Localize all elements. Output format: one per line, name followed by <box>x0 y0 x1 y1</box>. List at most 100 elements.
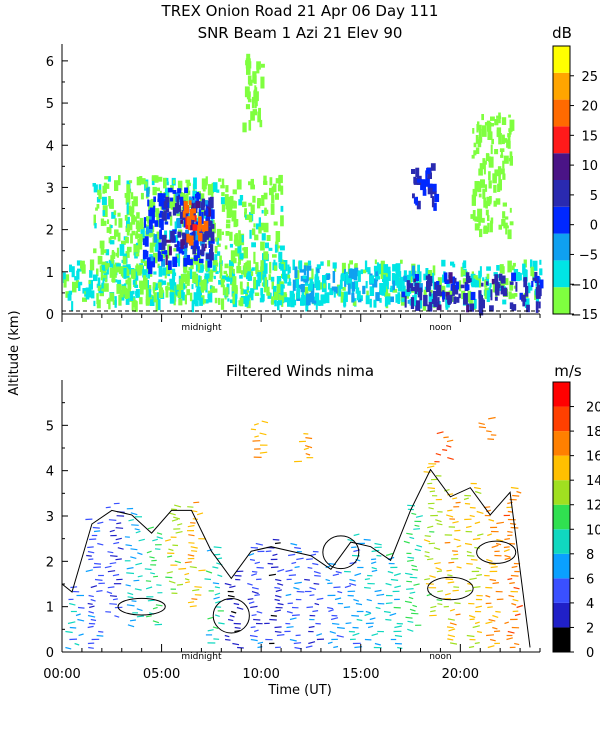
snr-cell <box>422 189 427 196</box>
wind-barb <box>376 593 385 597</box>
snr-cell <box>121 285 127 295</box>
wind-contour <box>61 468 531 648</box>
snr-cell <box>159 210 163 215</box>
snr-cell <box>410 286 416 292</box>
snr-cell <box>268 274 271 281</box>
snr-cell <box>474 216 478 222</box>
snr-cell <box>224 263 229 269</box>
snr-cell <box>269 187 274 196</box>
snr-cell <box>92 183 96 187</box>
wind-barb <box>448 628 456 632</box>
snr-cell <box>401 298 405 303</box>
snr-cell <box>485 281 489 286</box>
snr-cell <box>403 270 407 278</box>
snr-cell <box>487 122 492 132</box>
wind-barb <box>352 632 360 637</box>
snr-cell <box>263 251 269 260</box>
wind-barb <box>155 604 163 607</box>
snr-cell <box>379 263 385 275</box>
snr-cell <box>365 281 368 289</box>
wind-barb <box>296 590 305 593</box>
wind-barb <box>248 601 255 605</box>
wind-barb <box>251 590 259 595</box>
wind-barb <box>488 416 496 420</box>
snr-cell <box>450 284 454 291</box>
snr-cell <box>342 287 346 291</box>
snr-cell <box>484 280 487 288</box>
wind-barb <box>446 439 454 443</box>
wind-barb <box>136 615 144 618</box>
wind-barb <box>225 638 231 641</box>
wind-barb <box>486 430 492 433</box>
snr-cell <box>433 301 439 307</box>
snr-cell <box>178 298 183 306</box>
snr-cell <box>479 219 484 223</box>
wind-barb <box>344 585 352 589</box>
snr-cell <box>437 297 440 307</box>
snr-cell <box>280 284 284 296</box>
snr-cell <box>85 287 90 300</box>
snr-cell <box>329 287 334 296</box>
snr-cell <box>374 259 377 265</box>
snr-cell <box>283 273 288 281</box>
snr-cell <box>213 275 216 280</box>
snr-cell <box>278 251 283 263</box>
snr-cell <box>237 244 242 254</box>
snr-cell <box>207 206 212 217</box>
snr-cell <box>344 269 346 274</box>
wind-barb <box>274 586 281 589</box>
snr-cell <box>133 243 137 256</box>
snr-colorbar-tick-label: 25 <box>581 70 598 85</box>
snr-cell <box>130 271 135 277</box>
snr-cell <box>238 300 242 306</box>
wind-barb <box>446 445 452 448</box>
snr-cell <box>177 286 182 298</box>
snr-cell <box>534 275 540 283</box>
snr-cell <box>166 282 171 286</box>
wind-barb <box>205 570 213 574</box>
wind-barb <box>229 585 236 589</box>
snr-cell <box>357 290 360 301</box>
wind-barb <box>503 546 510 549</box>
wind-barb <box>294 546 301 550</box>
wind-barb <box>166 571 173 574</box>
snr-cell <box>124 287 128 295</box>
snr-cell <box>380 290 384 296</box>
snr-cell <box>234 248 240 257</box>
snr-cell <box>216 189 220 193</box>
wind-barb <box>89 538 97 541</box>
winds-colorbar-tick-label: 12 <box>586 499 600 514</box>
snr-cell <box>309 278 313 289</box>
snr-cell <box>142 249 147 260</box>
snr-cell <box>486 290 490 302</box>
snr-cell <box>153 252 158 264</box>
snr-cell <box>139 280 145 289</box>
snr-cell <box>82 297 87 302</box>
wind-barb <box>434 562 441 565</box>
wind-barb <box>147 526 154 530</box>
wind-barb <box>253 423 259 426</box>
snr-cell <box>251 228 256 236</box>
snr-cell <box>477 139 482 148</box>
snr-cell <box>245 104 250 110</box>
snr-cell <box>231 210 237 222</box>
wind-barb <box>428 542 435 545</box>
snr-cell <box>204 200 209 206</box>
wind-barb <box>191 550 198 552</box>
winds-colorbar-tick-label: 2 <box>586 621 594 636</box>
snr-cell <box>270 276 275 282</box>
snr-cell <box>241 270 246 275</box>
wind-barb <box>444 489 450 492</box>
snr-cell <box>192 224 198 231</box>
snr-cell <box>354 281 359 289</box>
wind-barb <box>213 546 222 549</box>
wind-barb <box>465 525 472 529</box>
wind-barb <box>364 612 372 617</box>
snr-cell <box>172 179 176 184</box>
wind-barb <box>474 642 480 645</box>
snr-cell <box>472 210 476 221</box>
snr-cell <box>501 219 506 227</box>
snr-cell <box>476 124 479 133</box>
snr-cell <box>247 98 252 103</box>
snr-cell <box>203 279 207 290</box>
